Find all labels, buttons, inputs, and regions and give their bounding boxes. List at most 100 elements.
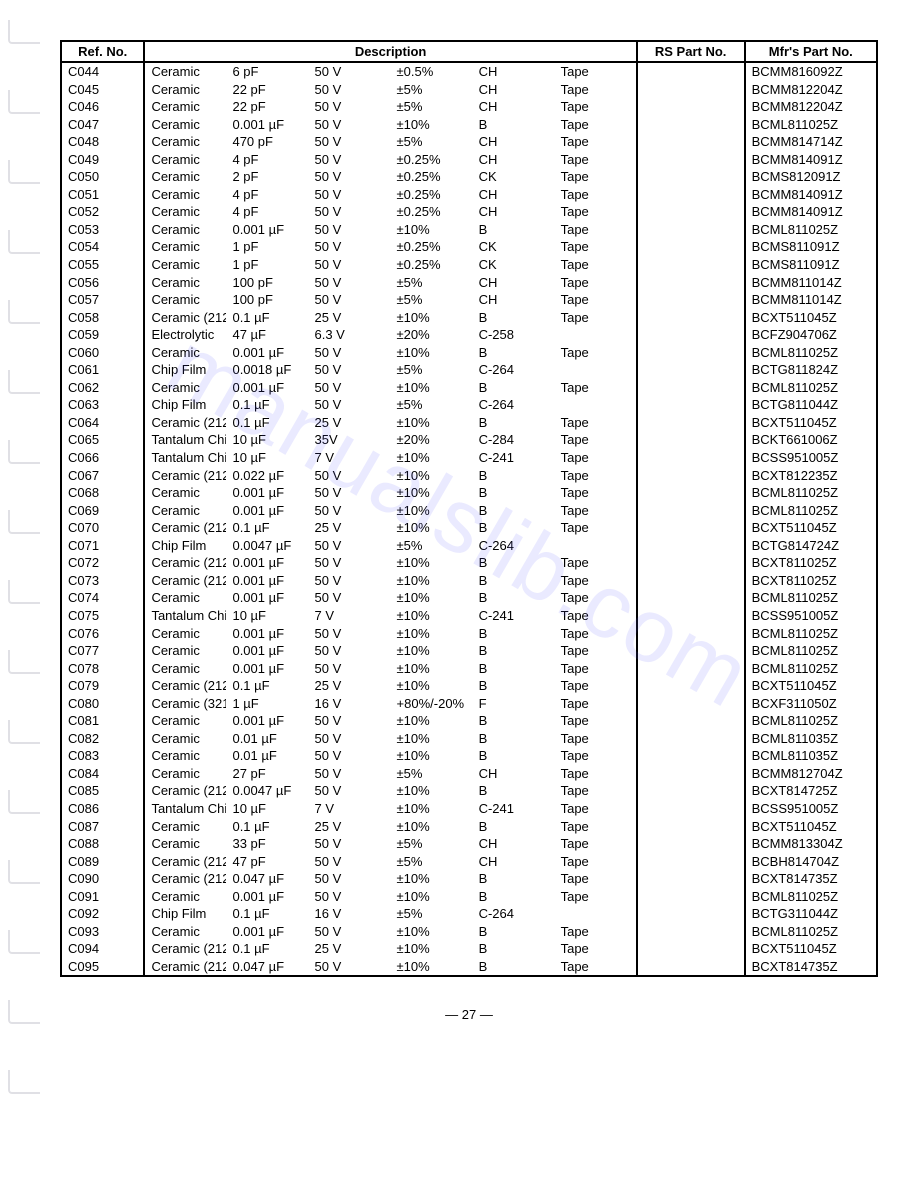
cell-ch: B [473,747,555,765]
cell-ref: C094 [61,940,144,958]
table-row: C080Ceramic (3216)1 µF16 V+80%/-20%FTape… [61,695,877,713]
cell-type: Tantalum Chip [144,607,226,625]
cell-rs [637,62,745,81]
cell-ref: C078 [61,660,144,678]
cell-volt: 50 V [309,361,391,379]
cell-type: Ceramic [144,344,226,362]
cell-ref: C052 [61,203,144,221]
cell-volt: 50 V [309,396,391,414]
cell-volt: 50 V [309,98,391,116]
table-row: C074Ceramic0.001 µF50 V±10%BTapeBCML8110… [61,589,877,607]
cell-ch: B [473,870,555,888]
cell-type: Ceramic [144,221,226,239]
cell-ch: B [473,572,555,590]
cell-rs [637,344,745,362]
cell-ch: B [473,379,555,397]
cell-rs [637,800,745,818]
cell-mfr: BCML811025Z [745,344,877,362]
cell-ref: C069 [61,502,144,520]
cell-volt: 50 V [309,537,391,555]
cell-ref: C088 [61,835,144,853]
cell-mfr: BCMS811091Z [745,256,877,274]
cell-volt: 50 V [309,344,391,362]
cell-tol: +80%/-20% [391,695,473,713]
cell-rs [637,940,745,958]
cell-mfr: BCKT661006Z [745,431,877,449]
cell-val: 2 pF [226,168,308,186]
cell-ch: B [473,554,555,572]
table-row: C094Ceramic (2125)0.1 µF25 V±10%BTapeBCX… [61,940,877,958]
cell-tol: ±10% [391,782,473,800]
cell-type: Ceramic [144,835,226,853]
cell-volt: 50 V [309,203,391,221]
cell-rs [637,81,745,99]
cell-tol: ±10% [391,958,473,977]
cell-volt: 35V [309,431,391,449]
table-row: C049Ceramic4 pF50 V±0.25%CHTapeBCMM81409… [61,151,877,169]
cell-ref: C049 [61,151,144,169]
cell-tape: Tape [555,379,637,397]
table-body: C044Ceramic6 pF50 V±0.5%CHTapeBCMM816092… [61,62,877,976]
cell-tol: ±10% [391,940,473,958]
cell-mfr: BCML811025Z [745,625,877,643]
cell-rs [637,361,745,379]
cell-val: 0.001 µF [226,888,308,906]
cell-mfr: BCXT812235Z [745,467,877,485]
cell-mfr: BCMM814091Z [745,186,877,204]
cell-ref: C091 [61,888,144,906]
cell-ch: C-241 [473,800,555,818]
cell-tape: Tape [555,81,637,99]
cell-tol: ±20% [391,431,473,449]
cell-rs [637,870,745,888]
cell-tape: Tape [555,484,637,502]
cell-mfr: BCSS951005Z [745,449,877,467]
cell-rs [637,467,745,485]
cell-type: Ceramic (2125) [144,554,226,572]
cell-type: Ceramic (3216) [144,695,226,713]
cell-tape: Tape [555,238,637,256]
cell-tol: ±5% [391,98,473,116]
cell-ref: C056 [61,274,144,292]
cell-rs [637,695,745,713]
cell-tol: ±0.25% [391,151,473,169]
cell-type: Ceramic [144,765,226,783]
cell-ch: F [473,695,555,713]
cell-type: Ceramic [144,818,226,836]
cell-type: Chip Film [144,396,226,414]
cell-tape: Tape [555,256,637,274]
cell-tape [555,537,637,555]
cell-type: Ceramic [144,888,226,906]
table-row: C046Ceramic22 pF50 V±5%CHTapeBCMM812204Z [61,98,877,116]
cell-tape: Tape [555,221,637,239]
cell-tape: Tape [555,782,637,800]
cell-ref: C065 [61,431,144,449]
cell-type: Chip Film [144,905,226,923]
header-desc: Description [144,41,636,62]
cell-type: Ceramic [144,81,226,99]
cell-mfr: BCTG811044Z [745,396,877,414]
cell-rs [637,835,745,853]
cell-mfr: BCMM812204Z [745,98,877,116]
cell-mfr: BCXT811025Z [745,554,877,572]
cell-mfr: BCML811025Z [745,923,877,941]
cell-volt: 50 V [309,747,391,765]
cell-val: 22 pF [226,98,308,116]
cell-tol: ±20% [391,326,473,344]
cell-ref: C067 [61,467,144,485]
cell-tol: ±5% [391,396,473,414]
cell-ref: C086 [61,800,144,818]
cell-ch: B [473,888,555,906]
cell-ch: B [473,484,555,502]
cell-val: 0.001 µF [226,642,308,660]
cell-tol: ±10% [391,730,473,748]
cell-volt: 50 V [309,151,391,169]
cell-rs [637,642,745,660]
cell-volt: 7 V [309,607,391,625]
table-row: C076Ceramic0.001 µF50 V±10%BTapeBCML8110… [61,625,877,643]
cell-val: 0.001 µF [226,379,308,397]
cell-rs [637,502,745,520]
cell-tape: Tape [555,572,637,590]
cell-val: 22 pF [226,81,308,99]
cell-val: 0.001 µF [226,589,308,607]
cell-tol: ±5% [391,835,473,853]
